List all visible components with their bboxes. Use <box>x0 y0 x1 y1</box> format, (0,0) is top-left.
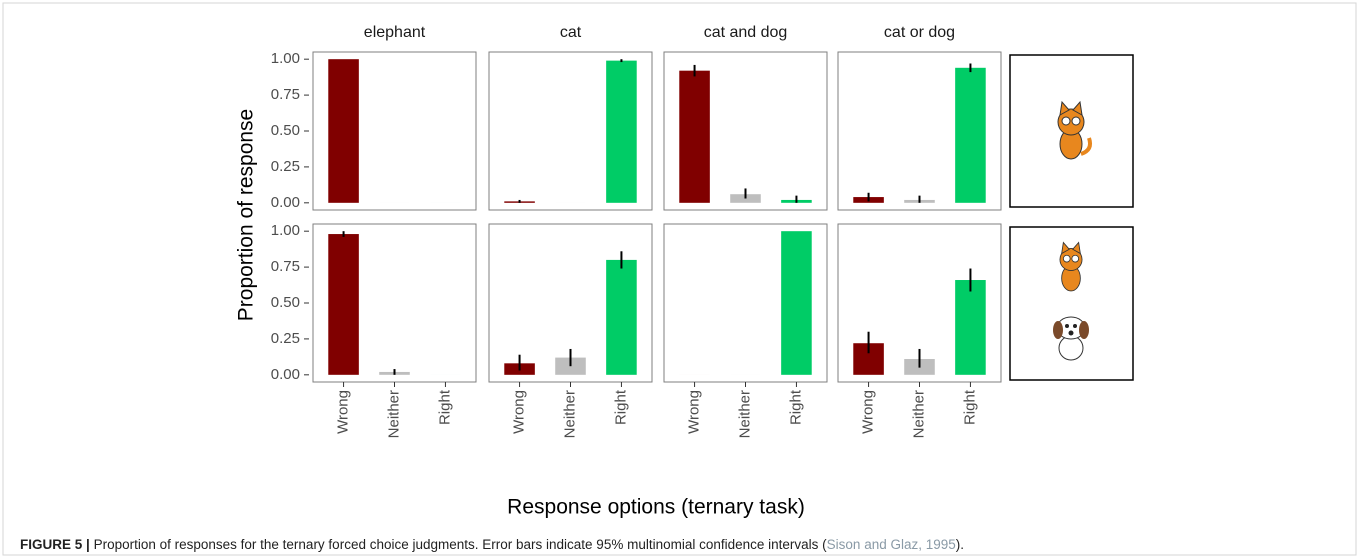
y-tick-label: 1.00 <box>271 50 300 67</box>
y-tick-label: 0.25 <box>271 330 300 347</box>
y-tick-label: 0.25 <box>271 158 300 175</box>
x-tick-label: Neither <box>561 390 578 438</box>
facet-title: elephant <box>364 24 426 41</box>
caption-citation[interactable]: Sison and Glaz, 1995 <box>827 537 956 552</box>
bar <box>328 234 359 375</box>
bar <box>328 59 359 203</box>
bar <box>955 67 986 203</box>
bar <box>955 280 986 375</box>
x-tick-label: Right <box>787 389 804 425</box>
x-tick-label: Right <box>612 389 629 425</box>
x-tick-label: Right <box>436 389 453 425</box>
stimulus-cat-and-dog <box>1009 226 1134 381</box>
y-tick-label: 0.75 <box>271 258 300 275</box>
x-tick-label: Neither <box>385 390 402 438</box>
facet-title: cat or dog <box>884 24 955 41</box>
caption: FIGURE 5 | Proportion of responses for t… <box>20 537 964 552</box>
bar <box>606 259 637 375</box>
x-axis-title: Response options (ternary task) <box>507 496 805 519</box>
bar <box>606 60 637 203</box>
bar <box>679 70 710 203</box>
y-tick-label: 0.50 <box>271 122 300 139</box>
bar <box>781 231 812 375</box>
x-tick-label: Wrong <box>511 390 528 434</box>
x-tick-label: Wrong <box>335 390 352 434</box>
y-axis-title: Proportion of response <box>235 109 258 321</box>
stimulus-cat <box>1009 54 1134 208</box>
y-tick-label: 0.75 <box>271 86 300 103</box>
y-tick-label: 0.50 <box>271 294 300 311</box>
facet-title: cat <box>560 24 582 41</box>
y-tick-label: 0.00 <box>271 194 300 211</box>
x-tick-label: Neither <box>736 390 753 438</box>
caption-label: FIGURE 5 | <box>20 537 90 552</box>
y-tick-label: 1.00 <box>271 222 300 239</box>
x-tick-label: Right <box>961 389 978 425</box>
facet-title: cat and dog <box>704 24 788 41</box>
x-tick-label: Wrong <box>860 390 877 434</box>
caption-end: ). <box>956 537 964 552</box>
x-tick-label: Wrong <box>686 390 703 434</box>
caption-text: Proportion of responses for the ternary … <box>94 537 828 552</box>
x-tick-label: Neither <box>910 390 927 438</box>
y-tick-label: 0.00 <box>271 366 300 383</box>
